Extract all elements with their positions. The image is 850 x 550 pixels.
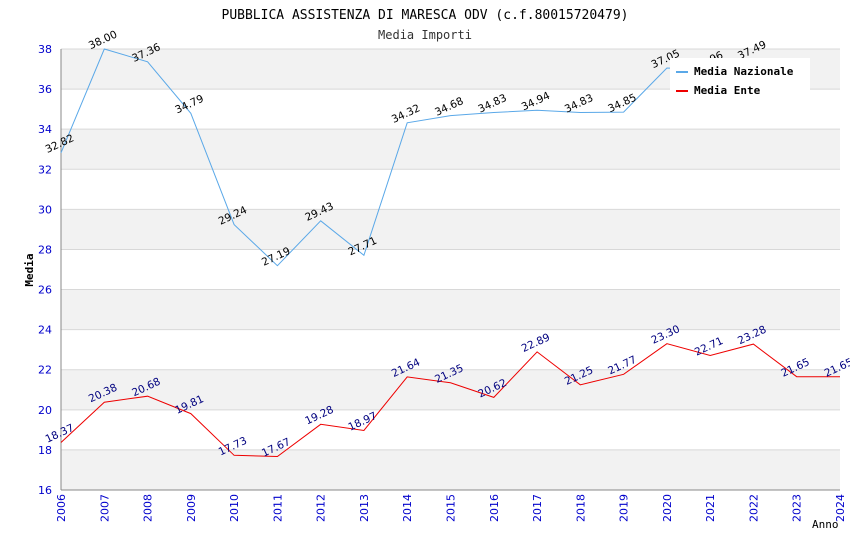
- series-line-media-nazionale: [60, 48, 754, 267]
- y-tick-label: 16: [38, 484, 52, 497]
- y-tick-label: 22: [38, 364, 52, 377]
- data-label: 34.32: [390, 102, 422, 126]
- x-tick-label: 2018: [574, 494, 587, 522]
- x-tick-labels: 2006 2007 2008 2009 2010 2011 2012 2013 2014 2015…: [55, 494, 847, 522]
- chart-title: PUBBLICA ASSISTENZA DI MARESCA ODV (c.f.…: [222, 8, 629, 23]
- x-tick-label: 2011: [271, 494, 284, 522]
- x-tick-label: 2015: [445, 494, 458, 522]
- y-tick-label: 18: [38, 444, 52, 457]
- data-label: 18.37: [44, 422, 76, 446]
- data-label: 34.79: [173, 93, 205, 117]
- legend-label-media-ente: Media Ente: [694, 84, 761, 97]
- x-tick-label: 2014: [401, 494, 414, 522]
- x-tick-label: 2006: [55, 494, 68, 522]
- legend-box: [670, 58, 810, 100]
- x-tick-label: 2007: [98, 494, 111, 522]
- y-tick-label: 38: [38, 43, 52, 56]
- background-band: [61, 289, 840, 330]
- y-axis-label: Media: [23, 253, 36, 286]
- x-tick-label: 2017: [531, 494, 544, 522]
- background-band: [61, 209, 840, 250]
- y-tick-label: 32: [38, 163, 52, 176]
- legend: Media Nazionale Media Ente: [670, 58, 810, 100]
- x-tick-label: 2008: [142, 494, 155, 522]
- x-tick-label: 2024: [834, 494, 847, 522]
- y-tick-label: 24: [38, 324, 52, 337]
- y-tick-labels: 16 18 20 22 24 26 28 30 32 34 36 38: [38, 43, 52, 497]
- y-tick-label: 36: [38, 83, 52, 96]
- x-tick-label: 2010: [228, 494, 241, 522]
- y-tick-label: 30: [38, 203, 52, 216]
- background-band: [61, 449, 840, 490]
- series-line-media-ente: [60, 343, 840, 458]
- x-tick-label: 2012: [315, 494, 328, 522]
- axes: [60, 49, 840, 491]
- x-tick-label: 2020: [661, 494, 674, 522]
- x-tick-label: 2016: [488, 494, 501, 522]
- x-tick-label: 2019: [618, 494, 631, 522]
- y-tick-label: 26: [38, 284, 52, 297]
- background-band: [61, 369, 840, 410]
- chart-subtitle: Media Importi: [378, 28, 472, 42]
- y-tick-label: 34: [38, 123, 52, 136]
- x-tick-label: 2022: [747, 494, 760, 522]
- x-tick-label: 2009: [185, 494, 198, 522]
- data-label: 22.89: [520, 331, 552, 355]
- x-axis-label: Anno: [812, 518, 839, 531]
- legend-label-media-nazionale: Media Nazionale: [694, 65, 794, 78]
- x-tick-label: 2023: [791, 494, 804, 522]
- x-tick-label: 2013: [358, 494, 371, 522]
- background-band: [61, 129, 840, 170]
- x-tick-label: 2021: [704, 494, 717, 522]
- data-label: 34.94: [520, 90, 553, 114]
- y-tick-label: 28: [38, 243, 52, 256]
- y-tick-label: 20: [38, 404, 52, 417]
- series-lines: [60, 48, 840, 458]
